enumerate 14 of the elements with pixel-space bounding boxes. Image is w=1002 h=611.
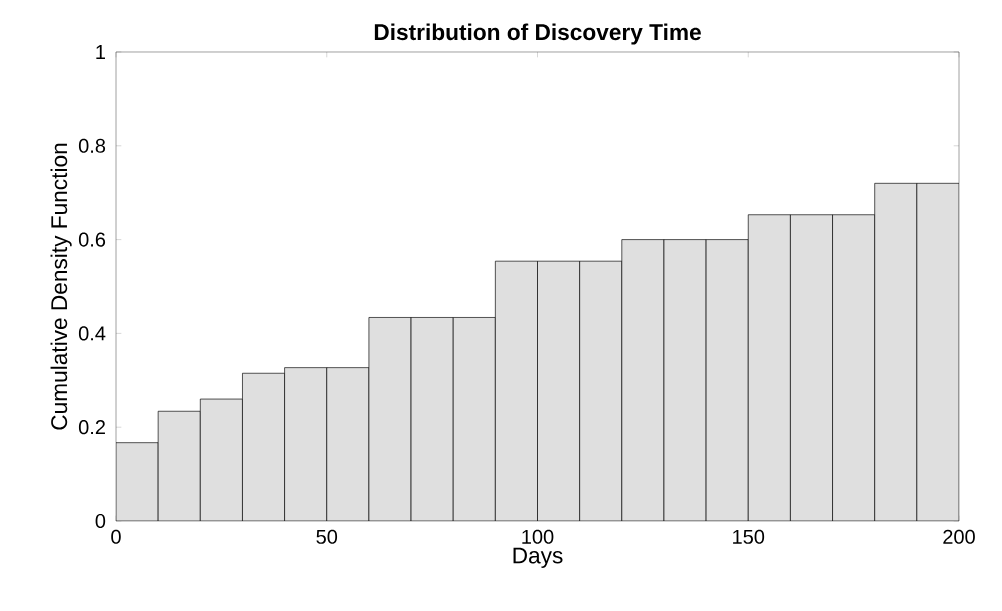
y-tick-label: 0.4 — [78, 326, 106, 341]
x-axis-title: Days — [513, 547, 563, 568]
y-tick-label: 0.2 — [78, 420, 105, 435]
x-tick-label: 150 — [733, 529, 765, 544]
y-tick-label: 0 — [95, 513, 106, 529]
y-tick-label: 1 — [96, 45, 105, 59]
y-tick-label: 0.8 — [78, 138, 106, 153]
x-tick-label: 100 — [522, 529, 554, 544]
x-tick-label: 0 — [111, 529, 121, 544]
chart-title: Distribution of Discovery Time — [374, 23, 701, 45]
y-axis-title: Cumulative Density Function — [50, 143, 72, 430]
y-tick-label: 0.6 — [78, 232, 106, 247]
x-tick-label: 200 — [943, 529, 975, 544]
x-tick-label: 50 — [316, 529, 338, 544]
